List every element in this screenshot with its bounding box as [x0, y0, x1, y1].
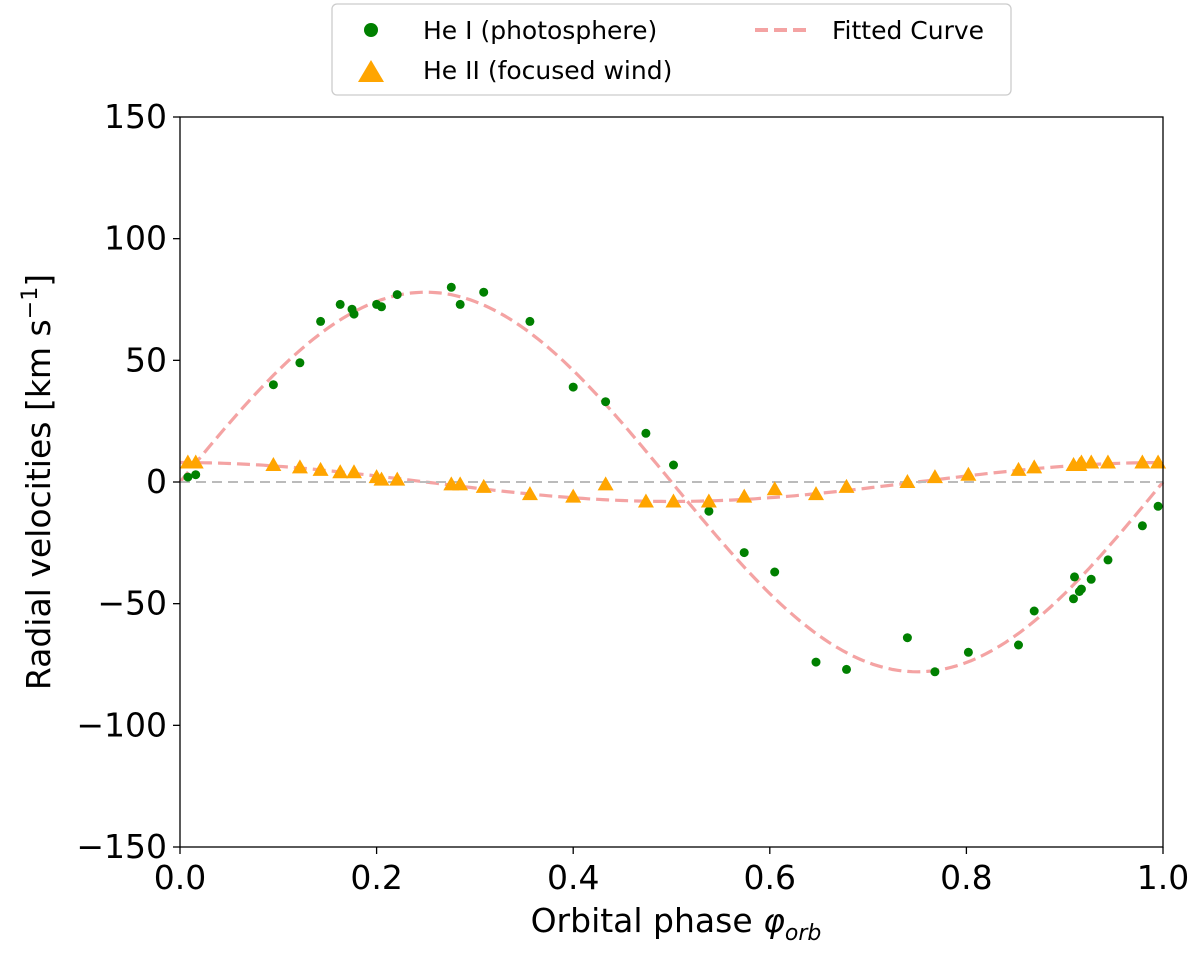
point-he-i [191, 470, 201, 480]
y-tick-label: −150 [76, 827, 167, 866]
point-he-ii [345, 464, 362, 479]
point-he-ii [926, 469, 943, 484]
point-he-ii [291, 459, 308, 474]
point-he-i [392, 290, 402, 300]
x-axis: 0.0 0.2 0.4 0.6 0.8 1.0 [154, 847, 1189, 897]
point-he-i [1086, 574, 1096, 584]
point-he-ii [452, 476, 469, 491]
point-he-ii [838, 478, 855, 493]
point-he-i [295, 358, 305, 368]
legend-frame [331, 3, 1012, 96]
point-he-i [316, 316, 326, 326]
legend-label-he-ii: He II (focused wind) [423, 56, 672, 85]
point-he-ii [389, 471, 406, 486]
point-he-i [446, 282, 456, 292]
point-he-i [770, 567, 780, 577]
point-he-ii [899, 474, 916, 488]
y-tick-label: 0 [146, 462, 167, 501]
point-he-i [1076, 584, 1086, 594]
fitted-curve-1 [178, 290, 1165, 674]
point-he-ii [475, 478, 492, 493]
y-tick-label: 50 [125, 340, 167, 379]
point-he-i [268, 380, 278, 390]
point-he-i [930, 667, 940, 677]
point-he-ii [565, 488, 582, 503]
point-he-ii [1099, 454, 1116, 469]
point-he-i [739, 548, 749, 558]
y-tick-label: 100 [104, 219, 167, 258]
point-he-ii [265, 456, 282, 471]
point-he-ii [1083, 454, 1100, 469]
point-he-i [183, 472, 193, 482]
point-he-i [1103, 555, 1113, 565]
y-tick-label: 150 [104, 97, 167, 136]
legend-marker-he-i [364, 23, 378, 37]
point-he-ii [597, 476, 614, 491]
point-he-i [1014, 640, 1023, 650]
x-axis-label: Orbital phase φorb [531, 901, 822, 946]
legend-label-he-i: He I (photosphere) [423, 16, 657, 45]
point-he-ii [808, 486, 825, 501]
data-series [179, 282, 1167, 677]
y-axis: −150 −100 −50 0 50 100 150 [76, 97, 180, 866]
point-he-ii [332, 464, 349, 479]
y-tick-label: −100 [76, 705, 167, 744]
legend-label-fitted-curve: Fitted Curve [832, 16, 984, 45]
point-he-i [902, 633, 912, 643]
point-he-ii [766, 481, 783, 496]
x-tick-label: 0.6 [744, 858, 796, 897]
point-he-i [479, 287, 489, 297]
point-he-ii [373, 471, 390, 486]
legend-marker-he-ii [358, 60, 384, 82]
point-he-ii [700, 493, 717, 508]
point-he-ii [187, 454, 204, 469]
point-he-i [525, 316, 535, 326]
x-tick-label: 0.2 [350, 858, 402, 897]
point-he-i [1153, 501, 1163, 511]
point-he-i [455, 299, 465, 309]
point-he-i [335, 299, 345, 309]
point-he-i [704, 506, 714, 516]
point-he-i [1029, 606, 1039, 616]
y-tick-label: −50 [97, 584, 167, 623]
point-he-i [669, 460, 678, 470]
point-he-ii [736, 488, 753, 503]
point-he-ii [1010, 461, 1027, 476]
y-axis-label: Radial velocities [km s−1] [18, 274, 58, 690]
point-he-ii [1026, 459, 1043, 474]
point-he-i [1070, 572, 1079, 582]
point-he-ii [960, 466, 977, 481]
point-he-ii [665, 493, 682, 508]
x-tick-label: 1.0 [1137, 858, 1189, 897]
point-he-ii [312, 461, 329, 476]
point-he-i [601, 397, 611, 407]
point-he-i [377, 302, 386, 312]
point-he-ii [521, 486, 538, 501]
point-he-i [641, 428, 651, 438]
point-he-ii [637, 493, 654, 508]
x-tick-label: 0.4 [547, 858, 599, 897]
point-he-ii [1134, 454, 1151, 469]
legend: He I (photosphere) He II (focused wind) … [331, 3, 1012, 96]
x-tick-label: 0.0 [154, 858, 206, 897]
point-he-i [349, 309, 359, 319]
point-he-i [1069, 594, 1078, 604]
point-he-ii [1150, 454, 1167, 469]
point-he-i [1137, 521, 1147, 531]
point-he-i [842, 664, 851, 674]
point-he-i [568, 382, 578, 392]
point-he-i [963, 647, 973, 657]
x-tick-label: 0.8 [940, 858, 992, 897]
point-he-i [811, 657, 821, 667]
